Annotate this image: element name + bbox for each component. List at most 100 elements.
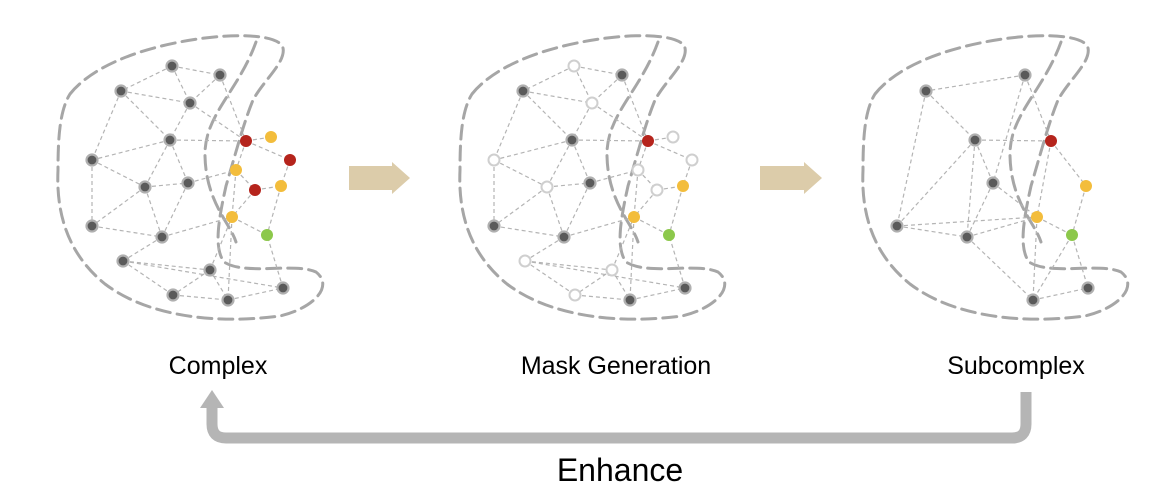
green-node (261, 229, 273, 241)
graph-edge (896, 139, 976, 227)
yellow-node (1031, 211, 1043, 223)
graph-edge (245, 140, 291, 161)
complex-outline (861, 34, 1130, 321)
graph-edge (621, 74, 649, 142)
dark-node (968, 133, 982, 147)
graph-edge (172, 269, 211, 296)
graph-edge (122, 260, 211, 271)
dark-node (890, 219, 904, 233)
dark-node (615, 68, 629, 82)
chain-boundary (203, 40, 258, 244)
yellow-node (1080, 180, 1092, 192)
graph-edge (1036, 140, 1052, 218)
red-node (240, 135, 252, 147)
graph-edge (591, 102, 649, 142)
dark-node (986, 176, 1000, 190)
dark-node (116, 254, 130, 268)
graph-edge (668, 234, 686, 289)
yellow-node (628, 211, 640, 223)
graph-edge (172, 294, 229, 301)
graph-edge (120, 90, 171, 141)
dark-node (1081, 281, 1095, 295)
graph-edge (493, 159, 548, 188)
graph-edge (1024, 74, 1052, 142)
graph-edge (91, 90, 122, 161)
graph-edge (563, 216, 635, 238)
graph-edge (231, 169, 237, 218)
graph-edge (1071, 234, 1089, 289)
dark-node (583, 176, 597, 190)
graph-edge (966, 216, 1038, 238)
graph-edge (992, 182, 1038, 218)
graph-edge (571, 139, 649, 142)
graph-edge (637, 140, 649, 171)
graph-edge (574, 294, 631, 301)
enhance-feedback-arrow (206, 392, 1032, 444)
graph-edge (524, 260, 576, 296)
graph-edge (227, 216, 233, 301)
dark-node (1018, 68, 1032, 82)
graph-edge (574, 269, 613, 296)
graph-edge (522, 90, 573, 141)
complex-outline (56, 34, 325, 321)
step-arrow-1 (349, 162, 410, 194)
dark-node (203, 263, 217, 277)
chain-boundary (605, 40, 660, 244)
graph-edge (629, 216, 635, 301)
graph-edge (266, 185, 282, 236)
dark-node (138, 180, 152, 194)
graph-edge (144, 186, 163, 238)
graph-edge (647, 140, 693, 161)
dark-node (165, 59, 179, 73)
graph-edge (1032, 287, 1089, 301)
graph-edge (169, 139, 189, 184)
subcomplex-graph (861, 34, 1130, 321)
graph-edge (1032, 216, 1038, 301)
masked-node (487, 153, 501, 167)
graph-edge (896, 216, 1038, 227)
graph-edge (546, 182, 591, 188)
graph-edge (896, 90, 927, 227)
graph-edge (992, 74, 1026, 184)
graph-edge (91, 225, 163, 238)
enhance-arrowhead (200, 390, 224, 408)
red-node (249, 184, 261, 196)
graph-edge (120, 65, 173, 92)
dark-node (623, 293, 637, 307)
graph-edge (91, 139, 171, 161)
graph-edge (629, 287, 686, 301)
dark-node (85, 219, 99, 233)
graph-edge (120, 90, 191, 104)
graph-edge (161, 182, 189, 238)
graph-edge (169, 139, 247, 142)
dark-node (163, 133, 177, 147)
dark-node (565, 133, 579, 147)
graph-edge (571, 139, 591, 184)
graph-edge (493, 225, 565, 238)
graph-edge (227, 287, 284, 301)
dark-node (213, 68, 227, 82)
dark-node (960, 230, 974, 244)
graph-edge (573, 65, 623, 76)
graph-edge (169, 102, 191, 141)
masked-node (605, 263, 619, 277)
yellow-node (226, 211, 238, 223)
graph-edge (122, 236, 163, 262)
dark-node (114, 84, 128, 98)
graph-edge (589, 169, 639, 184)
graph-edge (966, 182, 994, 238)
graph-edge (925, 74, 1026, 92)
graph-edge (524, 236, 565, 262)
graph-edge (1032, 234, 1073, 301)
dark-node (678, 281, 692, 295)
graph-edge (144, 182, 189, 188)
dark-node (155, 230, 169, 244)
graph-edge (974, 139, 994, 184)
green-node (1066, 229, 1078, 241)
complex-label: Complex (168, 352, 268, 380)
masked-node (568, 288, 582, 302)
graph-edge (171, 65, 221, 76)
step-arrow-2 (760, 162, 822, 194)
graph-edge (522, 90, 593, 104)
dark-node (1026, 293, 1040, 307)
